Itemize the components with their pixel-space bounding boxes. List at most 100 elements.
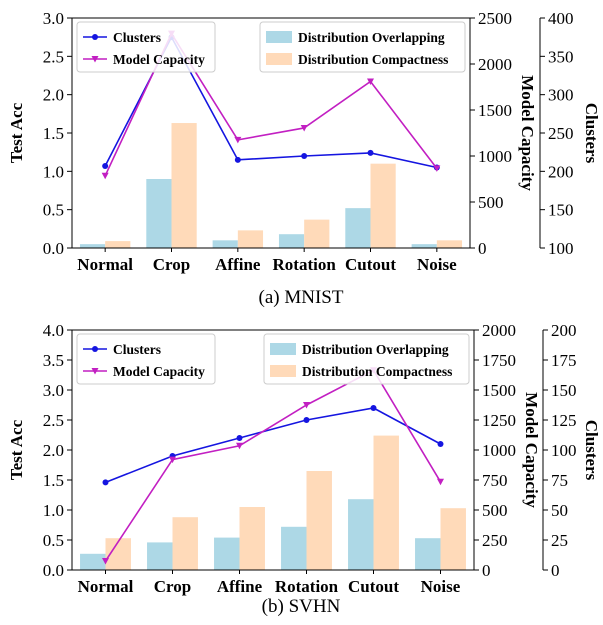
- y-axis-label-left: Test Acc: [7, 102, 26, 163]
- point-model-capacity-normal: [102, 558, 109, 565]
- bar-overlapping-rotation: [281, 526, 307, 570]
- bar-overlapping-crop: [146, 179, 172, 248]
- x-tick-label: Affine: [217, 577, 263, 596]
- point-model-capacity-affine: [234, 136, 242, 144]
- point-clusters-affine: [236, 435, 243, 441]
- line-legend: [76, 333, 216, 385]
- right2-tick-label: 0: [551, 561, 560, 580]
- left-tick-label: 1.5: [43, 471, 64, 490]
- legend-label: Distribution Overlapping: [298, 30, 445, 45]
- left-tick-label: 0.0: [43, 561, 64, 580]
- line-clusters: [105, 407, 441, 484]
- point-model-capacity-affine: [236, 442, 243, 450]
- left-tick-label: 0.0: [43, 239, 64, 258]
- right2-tick-label: 250: [548, 124, 574, 143]
- bar-overlapping-noise: [411, 244, 437, 248]
- right1-tick-label: 1500: [482, 381, 516, 400]
- legend-label: Distribution Overlapping: [302, 342, 449, 357]
- bar-compactness-rotation: [306, 471, 332, 570]
- legend-label: Distribution Compactness: [302, 364, 452, 379]
- bar-compactness-cutout: [373, 435, 399, 570]
- x-tick-label: Affine: [215, 255, 261, 274]
- bar-legend: [263, 333, 470, 385]
- legend-label: Clusters: [113, 30, 161, 45]
- right1-tick-label: 1500: [478, 101, 512, 120]
- line-legend: [76, 21, 216, 73]
- right2-tick-label: 150: [548, 201, 574, 220]
- legend-bar-swatch: [270, 365, 296, 377]
- y-axis-label-right2: Clusters: [582, 103, 601, 164]
- bar-compactness-normal: [105, 241, 131, 248]
- point-model-capacity-noise: [433, 165, 441, 172]
- legend-label: Model Capacity: [113, 364, 205, 379]
- right1-tick-label: 0: [478, 239, 487, 258]
- point-clusters-rotation: [303, 417, 310, 423]
- legend-bar-swatch: [270, 343, 296, 355]
- left-tick-label: 3.0: [43, 381, 64, 400]
- line-model-capacity: [104, 369, 442, 562]
- left-tick-label: 2.5: [43, 47, 64, 66]
- bar-compactness-rotation: [304, 219, 330, 248]
- right2-tick-label: 75: [551, 471, 568, 490]
- x-tick-label: Normal: [78, 577, 134, 596]
- point-model-capacity-noise: [437, 478, 444, 486]
- legend-label: Model Capacity: [113, 52, 205, 67]
- right1-tick-label: 1250: [482, 411, 516, 430]
- y-axis-label-right1: Model Capacity: [522, 392, 541, 508]
- bar-compactness-cutout: [370, 163, 396, 248]
- point-model-capacity-normal: [101, 172, 109, 180]
- bar-compactness-affine: [239, 507, 265, 570]
- x-tick-label: Cutout: [345, 255, 396, 274]
- chart-mnist: 0.0 0.5 1.0 1.5 2.0 2.5 3.0 0 500 1000 1500 2000 250…: [7, 9, 601, 308]
- right2-tick-label: 350: [548, 47, 574, 66]
- legend-marker: [91, 56, 99, 63]
- left-tick-label: 1.5: [43, 124, 64, 143]
- left-tick-label: 3.5: [43, 351, 64, 370]
- right1-tick-label: 2500: [478, 9, 512, 28]
- point-model-capacity-cutout: [367, 78, 374, 85]
- right1-tick-label: 500: [482, 501, 508, 520]
- legend-marker: [92, 34, 98, 40]
- legend-label: Clusters: [113, 342, 161, 357]
- right2-tick-label: 125: [551, 411, 577, 430]
- bar-overlapping-crop: [147, 542, 173, 570]
- right2-tick-label: 150: [551, 381, 577, 400]
- point-model-capacity-rotation: [303, 402, 310, 409]
- bar-compactness-noise: [436, 240, 463, 248]
- bar-overlapping-affine: [212, 240, 238, 248]
- left-tick-label: 4.0: [43, 321, 64, 340]
- left-tick-label: 1.0: [43, 501, 64, 520]
- bar-overlapping-rotation: [278, 234, 305, 248]
- point-clusters-rotation: [301, 153, 308, 159]
- y-axis-label-left: Test Acc: [7, 419, 26, 480]
- right2-tick-label: 100: [548, 239, 574, 258]
- bar-compactness-crop: [172, 517, 198, 570]
- right2-tick-label: 50: [551, 501, 568, 520]
- x-tick-label: Noise: [417, 255, 457, 274]
- left-tick-label: 0.5: [43, 531, 64, 550]
- left-tick-label: 3.0: [43, 9, 64, 28]
- x-tick-label: Crop: [154, 577, 191, 596]
- chart-caption: (b) SVHN: [262, 596, 341, 617]
- right1-tick-label: 750: [482, 471, 508, 490]
- point-clusters-affine: [234, 156, 241, 163]
- bar-overlapping-noise: [415, 538, 441, 570]
- right2-tick-label: 200: [548, 162, 574, 181]
- point-clusters-cutout: [367, 149, 374, 156]
- bar-overlapping-cutout: [345, 208, 371, 248]
- legend-label: Distribution Compactness: [298, 52, 448, 67]
- x-tick-label: Crop: [153, 255, 190, 274]
- bar-compactness-affine: [237, 230, 264, 248]
- x-tick-label: Noise: [421, 577, 461, 596]
- bar-overlapping-normal: [79, 244, 106, 248]
- y-axis-label-right2: Clusters: [582, 420, 601, 481]
- bar-compactness-crop: [171, 123, 197, 248]
- right2-tick-label: 100: [551, 441, 577, 460]
- legend-marker: [91, 368, 99, 375]
- left-tick-label: 2.0: [43, 441, 64, 460]
- right2-tick-label: 175: [551, 351, 577, 370]
- left-tick-label: 1.0: [43, 162, 64, 181]
- right1-tick-label: 2000: [478, 55, 512, 74]
- right1-tick-label: 1000: [478, 147, 512, 166]
- right2-tick-label: 25: [551, 531, 568, 550]
